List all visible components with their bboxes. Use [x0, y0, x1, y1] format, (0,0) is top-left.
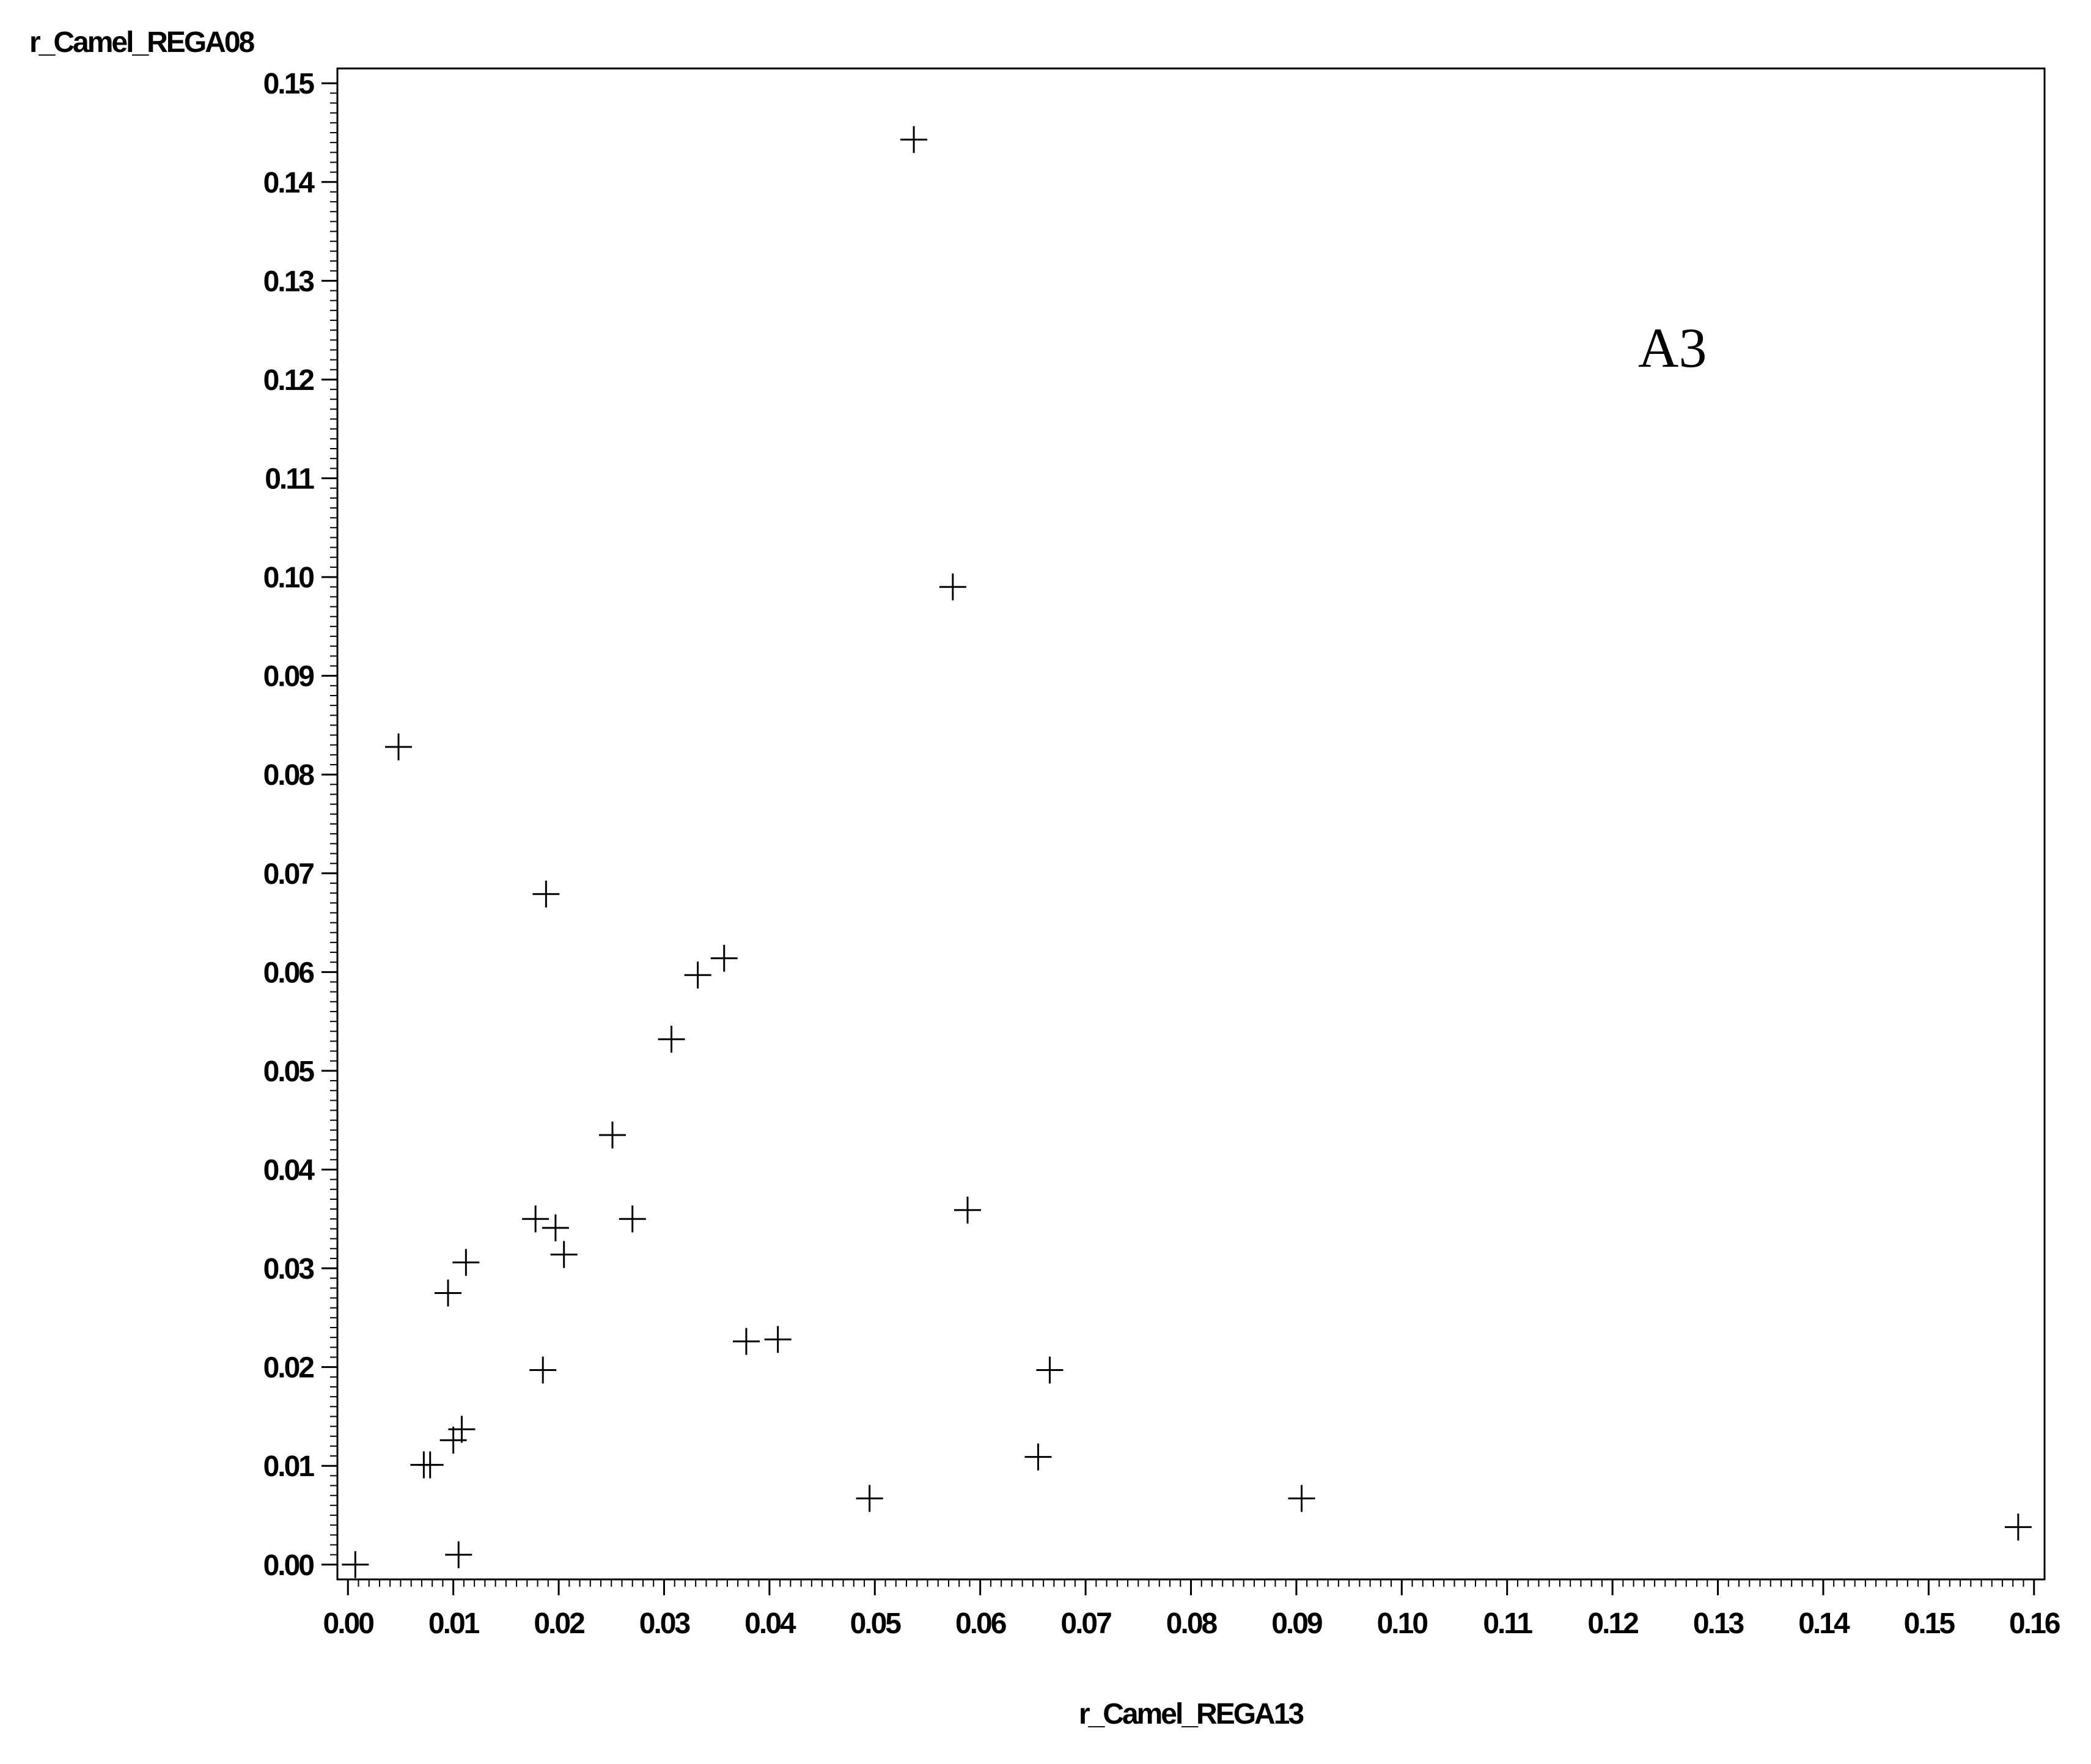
y-tick-label: 0.11: [265, 463, 314, 496]
data-point: [856, 1485, 883, 1512]
y-tick-label: 0.04: [263, 1154, 315, 1186]
x-tick-label: 0.03: [639, 1608, 690, 1640]
data-point: [619, 1205, 646, 1233]
data-point: [1288, 1485, 1315, 1512]
data-point: [710, 944, 738, 972]
data-point: [445, 1541, 472, 1568]
data-point: [658, 1026, 685, 1053]
x-tick-label: 0.01: [428, 1608, 480, 1640]
data-point: [416, 1451, 444, 1479]
y-tick-label: 0.00: [263, 1549, 314, 1582]
x-tick-label: 0.11: [1483, 1608, 1532, 1640]
data-point: [2004, 1513, 2032, 1541]
data-point: [384, 733, 412, 760]
data-point: [900, 126, 928, 153]
panel-annotation: A3: [1638, 317, 1707, 379]
x-tick-label: 0.12: [1587, 1608, 1638, 1640]
data-point: [448, 1416, 476, 1443]
x-axis-label: r_Camel_REGA13: [1079, 1698, 1304, 1730]
data-point: [542, 1214, 569, 1241]
y-tick-label: 0.06: [263, 957, 314, 989]
data-point: [598, 1121, 626, 1148]
y-tick-label: 0.08: [263, 759, 315, 792]
x-tick-label: 0.02: [534, 1608, 584, 1640]
y-tick-label: 0.14: [263, 167, 315, 199]
data-point: [342, 1551, 369, 1578]
x-tick-label: 0.14: [1798, 1608, 1850, 1640]
x-tick-label: 0.16: [2009, 1608, 2060, 1640]
y-tick-label: 0.13: [263, 265, 314, 298]
y-tick-label: 0.05: [263, 1056, 315, 1088]
data-point: [684, 961, 711, 989]
x-tick-label: 0.08: [1166, 1608, 1218, 1640]
x-tick-label: 0.05: [850, 1608, 902, 1640]
y-tick-label: 0.01: [263, 1450, 315, 1483]
data-point: [1036, 1356, 1064, 1384]
data-point: [732, 1328, 760, 1355]
data-point: [939, 573, 966, 601]
y-tick-label: 0.12: [263, 364, 314, 397]
y-tick-label: 0.15: [263, 68, 315, 100]
data-point: [529, 1356, 557, 1384]
x-tick-label: 0.00: [323, 1608, 374, 1640]
data-point: [435, 1279, 462, 1307]
y-tick-label: 0.03: [263, 1253, 314, 1285]
x-tick-label: 0.15: [1904, 1608, 1955, 1640]
y-tick-label: 0.10: [263, 562, 314, 594]
y-axis-label: r_Camel_REGA08: [29, 26, 255, 59]
data-point: [764, 1326, 792, 1353]
x-tick-label: 0.07: [1060, 1608, 1111, 1640]
x-tick-label: 0.06: [955, 1608, 1006, 1640]
data-point: [954, 1196, 981, 1224]
x-tick-label: 0.13: [1693, 1608, 1744, 1640]
data-point: [550, 1241, 578, 1268]
data-points: [342, 126, 2032, 1578]
x-tick-label: 0.09: [1271, 1608, 1322, 1640]
y-tick-label: 0.09: [263, 661, 314, 693]
data-point: [1024, 1443, 1052, 1471]
data-point: [532, 880, 560, 908]
x-tick-label: 0.04: [744, 1608, 796, 1640]
axis-ticks: 0.00 0.01 0.02 0.03 0.04 0.05 0.06 0.07 0.08 0.09…: [263, 68, 2062, 1640]
data-point: [452, 1249, 480, 1276]
y-tick-label: 0.07: [263, 858, 314, 891]
y-tick-label: 0.02: [263, 1352, 314, 1384]
plot-frame: [336, 67, 2046, 1581]
data-point: [522, 1205, 549, 1233]
x-tick-label: 0.10: [1377, 1608, 1428, 1640]
